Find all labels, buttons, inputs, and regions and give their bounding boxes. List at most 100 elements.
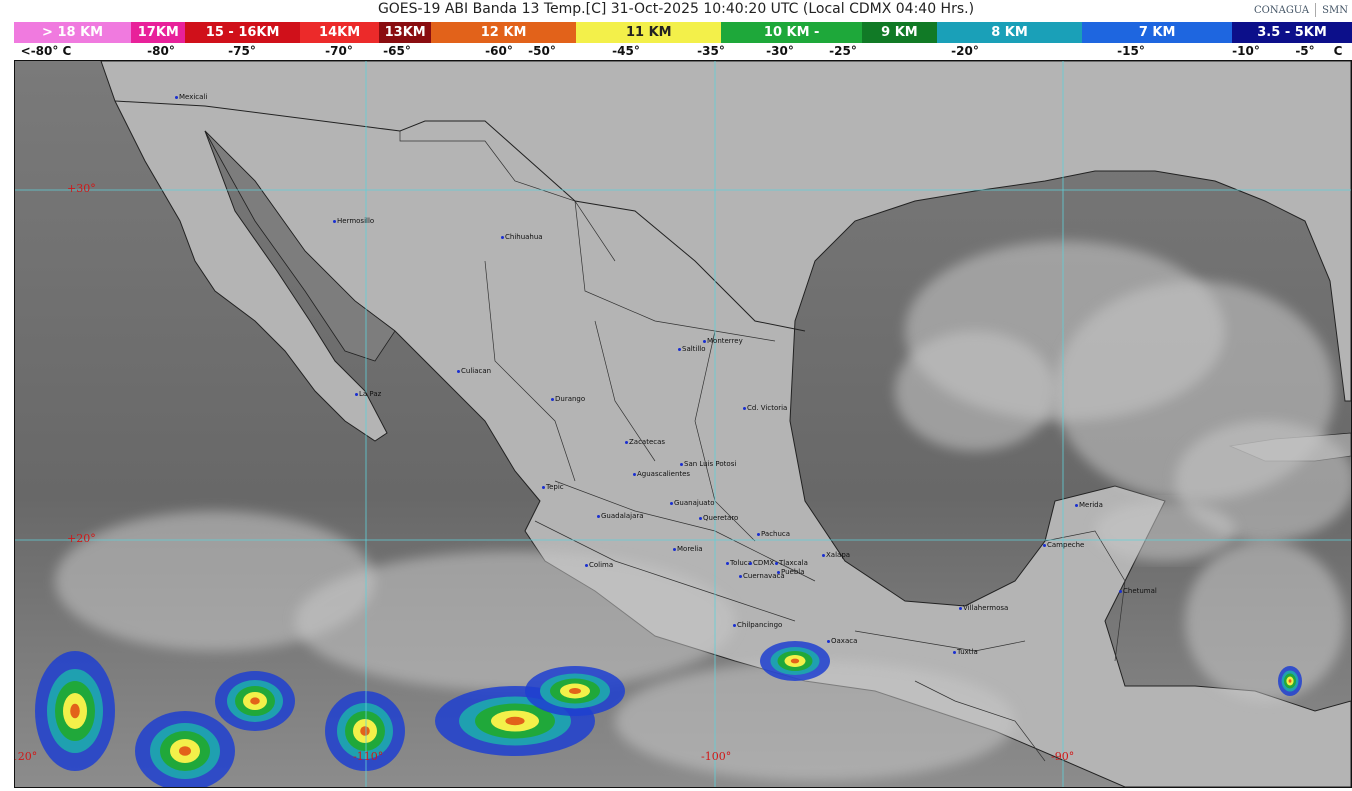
- city-dot-icon: [733, 623, 736, 627]
- storm-cloud-12km: [250, 697, 260, 705]
- city-marker: Chilpancingo: [733, 621, 782, 629]
- city-marker: Morelia: [673, 545, 703, 553]
- city-label: Villahermosa: [963, 604, 1009, 612]
- city-dot-icon: [673, 547, 676, 551]
- longitude-label: -90°: [1051, 750, 1075, 763]
- city-marker: Tuxtla: [953, 648, 978, 656]
- legend-segment: 13KM: [379, 22, 431, 43]
- city-dot-icon: [777, 570, 780, 574]
- city-marker: Cd. Victoria: [743, 404, 787, 412]
- city-marker: Guanajuato: [670, 499, 715, 507]
- storm-cloud-12km: [360, 726, 370, 736]
- city-label: Saltillo: [682, 345, 706, 353]
- city-marker: Tepic: [542, 483, 564, 491]
- temperature-label: -75°: [228, 44, 256, 58]
- city-marker: Cuernavaca: [739, 572, 785, 580]
- city-label: Mexicali: [179, 93, 208, 101]
- city-label: CDMX: [753, 559, 775, 567]
- city-label: Zacatecas: [629, 438, 666, 446]
- temperature-label: -10°: [1232, 44, 1260, 58]
- city-label: Guanajuato: [674, 499, 715, 507]
- legend-segment: 9 KM: [861, 22, 937, 43]
- city-label: Aguascalientes: [637, 470, 691, 478]
- city-dot-icon: [175, 95, 178, 99]
- gulf-of-california: [204, 130, 396, 362]
- temperature-label: -30°: [766, 44, 794, 58]
- city-marker: Xalapa: [822, 551, 850, 559]
- storm-cloud-12km: [179, 746, 191, 756]
- state-border: [574, 200, 776, 342]
- state-border: [534, 520, 796, 622]
- storm-cloud-12km: [505, 716, 525, 726]
- state-border: [694, 330, 756, 542]
- city-marker: Zacatecas: [625, 438, 665, 446]
- city-label: Queretaro: [703, 514, 739, 522]
- city-label: Guadalajara: [601, 512, 644, 520]
- city-label: Toluca: [730, 559, 752, 567]
- city-dot-icon: [551, 397, 554, 401]
- cloud-mass: [1095, 501, 1235, 561]
- legend-segment: 7 KM: [1082, 22, 1233, 43]
- city-label: Cd. Victoria: [747, 404, 788, 412]
- city-label: Pachuca: [761, 530, 791, 538]
- city-label: Merida: [1079, 501, 1103, 509]
- city-marker: Tlaxcala: [775, 559, 808, 567]
- temperature-label: -15°: [1117, 44, 1145, 58]
- city-dot-icon: [1119, 589, 1122, 593]
- legend-segment: 14KM: [299, 22, 380, 43]
- legend-segment: 8 KM: [936, 22, 1083, 43]
- city-marker: Durango: [551, 395, 585, 403]
- cloud-mass: [55, 511, 375, 651]
- temperature-label: -70°: [325, 44, 353, 58]
- city-label: Chilpancingo: [737, 621, 783, 629]
- city-marker: Culiacan: [457, 367, 491, 375]
- city-dot-icon: [699, 516, 702, 520]
- city-label: Hermosillo: [337, 217, 375, 225]
- temperature-label: -5°: [1295, 44, 1315, 58]
- city-dot-icon: [457, 369, 460, 373]
- cloud-mass: [895, 331, 1055, 451]
- legend-segment: 15 - 16KM: [185, 22, 300, 43]
- city-label: Oaxaca: [831, 637, 858, 645]
- city-marker: San Luis Potosi: [680, 460, 736, 468]
- conagua-logo: CONAGUA: [1254, 4, 1310, 16]
- city-marker: Puebla: [777, 568, 805, 576]
- satellite-map[interactable]: +30° +20° -120° -110° -100° -90° Mexicali Hermo…: [14, 60, 1352, 788]
- logo-divider: [1315, 3, 1317, 17]
- city-marker: Mexicali: [175, 93, 207, 101]
- city-marker: Campeche: [1043, 541, 1084, 549]
- legend-segment: 17KM: [131, 22, 186, 43]
- city-label: Durango: [555, 395, 586, 403]
- state-border: [399, 131, 616, 262]
- city-dot-icon: [739, 574, 742, 578]
- temperature-label: C: [1333, 44, 1343, 58]
- city-dot-icon: [775, 561, 778, 565]
- us-mexico-border: [114, 100, 806, 332]
- city-label: Chetumal: [1123, 587, 1157, 595]
- latitude-label: +20°: [67, 532, 96, 545]
- state-border: [854, 630, 1026, 652]
- city-marker: Oaxaca: [827, 637, 857, 645]
- state-border: [594, 320, 656, 462]
- city-marker: Villahermosa: [959, 604, 1008, 612]
- city-label: Monterrey: [707, 337, 743, 345]
- longitude-label: -120°: [15, 750, 38, 763]
- city-dot-icon: [726, 561, 729, 565]
- temperature-label: -50°: [528, 44, 556, 58]
- city-dot-icon: [355, 392, 358, 396]
- storm-cloud-12km: [70, 703, 80, 719]
- city-marker: Chetumal: [1119, 587, 1157, 595]
- city-dot-icon: [822, 553, 825, 557]
- city-dot-icon: [953, 650, 956, 654]
- temperature-label: -35°: [697, 44, 725, 58]
- city-label: Chihuahua: [505, 233, 543, 241]
- city-dot-icon: [633, 472, 636, 476]
- city-dot-icon: [757, 532, 760, 536]
- legend-segment: 3.5 - 5KM: [1232, 22, 1352, 43]
- cloud-mass: [1175, 421, 1351, 541]
- cloud-mass: [295, 551, 735, 691]
- temperature-label: -60°: [485, 44, 513, 58]
- altitude-color-legend: > 18 KM 17KM 15 - 16KM 14KM 13KM 12 KM 11 KM 10…: [14, 22, 1352, 43]
- temperature-label: -45°: [612, 44, 640, 58]
- city-marker: Guadalajara: [597, 512, 644, 520]
